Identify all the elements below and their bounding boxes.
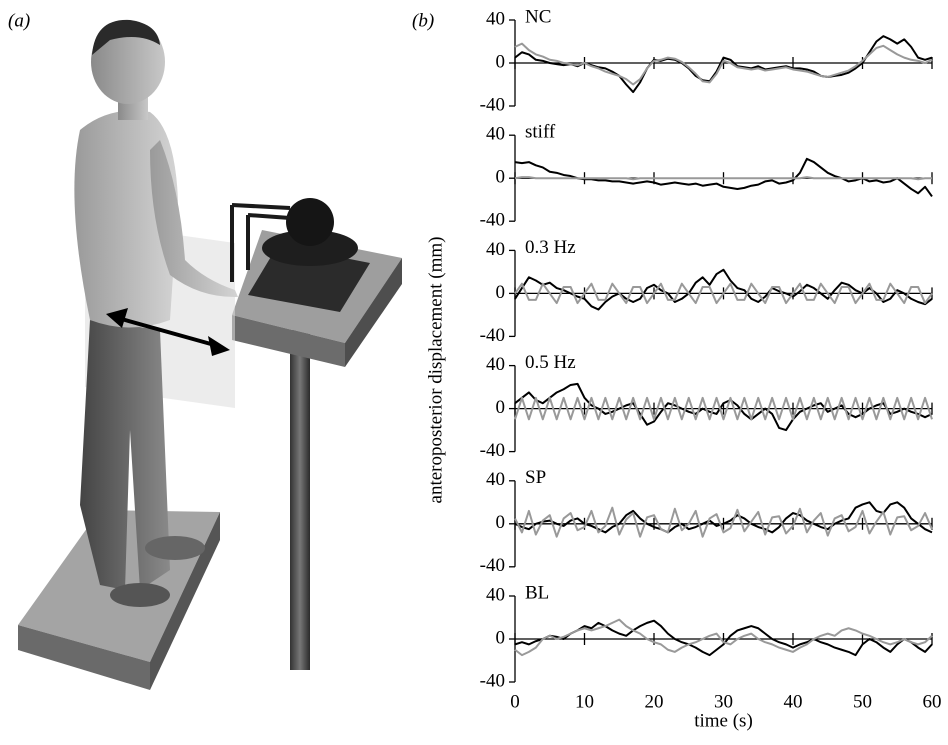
y-tick-label: 0: [496, 397, 506, 418]
series-line: [514, 282, 933, 305]
series-line: [514, 42, 933, 86]
y-tick-label: -40: [480, 670, 505, 691]
chart-title: NC: [525, 6, 551, 27]
device-arm: [230, 203, 291, 282]
legs: [80, 320, 170, 590]
x-tick-label: 50: [853, 691, 872, 712]
shoe: [145, 536, 205, 560]
table-side: [345, 258, 402, 367]
panel-label: (a): [8, 10, 30, 31]
x-tick-label: 0: [510, 691, 520, 712]
y-tick-label: -40: [480, 440, 505, 461]
hair: [92, 19, 160, 55]
y-tick-label: -40: [480, 555, 505, 576]
series-line: [514, 506, 933, 538]
y-tick-label: -40: [480, 210, 505, 231]
table-pole: [290, 330, 310, 670]
series-line: [514, 501, 933, 534]
x-tick-label: 40: [784, 691, 803, 712]
x-tick-label: 30: [714, 691, 733, 712]
chart-title: 0.5 Hz: [525, 352, 576, 373]
y-tick-label: 40: [486, 8, 505, 29]
arrow-head: [208, 336, 230, 356]
series-line: [514, 176, 932, 181]
series-line: [514, 382, 933, 432]
arrow-head: [106, 308, 128, 328]
series-line: [514, 619, 933, 657]
chart-title: BL: [525, 582, 549, 603]
x-tick-label: 10: [575, 691, 594, 712]
x-tick-label: 20: [645, 691, 664, 712]
table-front: [232, 315, 345, 367]
y-tick-label: 0: [496, 282, 506, 303]
chart-title: SP: [525, 467, 546, 488]
y-tick-label: 40: [486, 239, 505, 260]
y-tick-label: 0: [496, 512, 506, 533]
y-tick-label: -40: [480, 325, 505, 346]
y-tick-label: 40: [486, 584, 505, 605]
series-line: [514, 396, 933, 421]
y-tick-label: 40: [486, 124, 505, 145]
y-tick-label: 0: [496, 167, 506, 188]
direction-arrow: [117, 316, 219, 348]
head: [91, 20, 165, 104]
x-axis-label: time (s): [694, 710, 753, 731]
chart-title: stiff: [525, 122, 556, 143]
chart-title: 0.3 Hz: [525, 237, 576, 258]
shoe: [110, 583, 170, 607]
y-tick-label: 0: [496, 627, 506, 648]
y-tick-label: 40: [486, 354, 505, 375]
y-tick-label: -40: [480, 94, 505, 115]
illustration: [18, 19, 402, 690]
arm: [150, 140, 238, 298]
floor-plate-front: [18, 625, 150, 690]
y-tick-label: 40: [486, 469, 505, 490]
panel-label: (b): [412, 10, 434, 31]
y-axis-label: anteroposterior displacement (mm): [425, 237, 446, 504]
y-tick-label: 0: [496, 51, 506, 72]
floor-plate-side: [150, 512, 220, 690]
series-line: [514, 618, 933, 657]
device-ring: [262, 230, 358, 266]
x-tick-label: 60: [923, 691, 942, 712]
device-body: [286, 198, 334, 246]
